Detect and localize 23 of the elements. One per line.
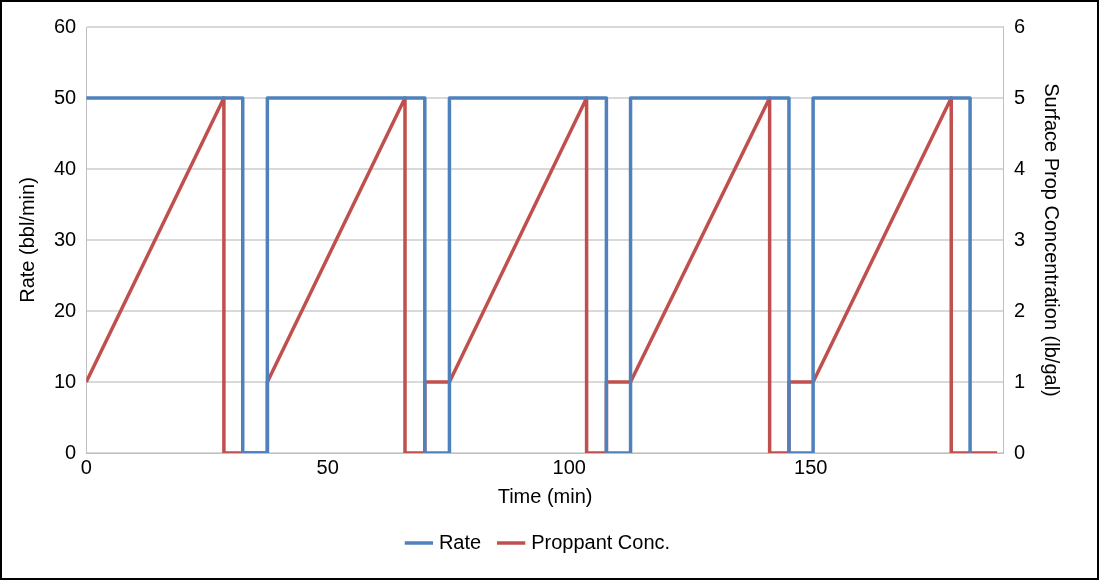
- x-tick-label: 0: [80, 455, 92, 478]
- x-tick-label: 150: [794, 455, 828, 478]
- y2-tick-label: 4: [1013, 156, 1025, 179]
- legend-label: Proppant Conc.: [531, 530, 671, 553]
- y-tick-label: 30: [54, 227, 77, 250]
- y-tick-label: 0: [65, 440, 77, 463]
- y2-axis-title: Surface Prop Concentration (lb/gal): [1041, 83, 1064, 397]
- y2-tick-label: 1: [1013, 369, 1025, 392]
- y-tick-label: 60: [54, 14, 77, 37]
- x-tick-label: 50: [316, 455, 339, 478]
- y-tick-label: 40: [54, 156, 77, 179]
- x-axis-title: Time (min): [497, 484, 593, 507]
- y2-tick-label: 6: [1013, 14, 1025, 37]
- legend-label: Rate: [438, 530, 482, 553]
- y-tick-label: 10: [54, 369, 77, 392]
- y-tick-label: 50: [54, 85, 77, 108]
- y-tick-label: 20: [54, 298, 77, 321]
- x-tick-label: 100: [552, 455, 586, 478]
- y-axis-title: Rate (bbl/min): [15, 177, 38, 303]
- y2-tick-label: 0: [1013, 440, 1025, 463]
- y2-tick-label: 2: [1013, 298, 1025, 321]
- y2-tick-label: 5: [1013, 85, 1025, 108]
- y2-tick-label: 3: [1013, 227, 1025, 250]
